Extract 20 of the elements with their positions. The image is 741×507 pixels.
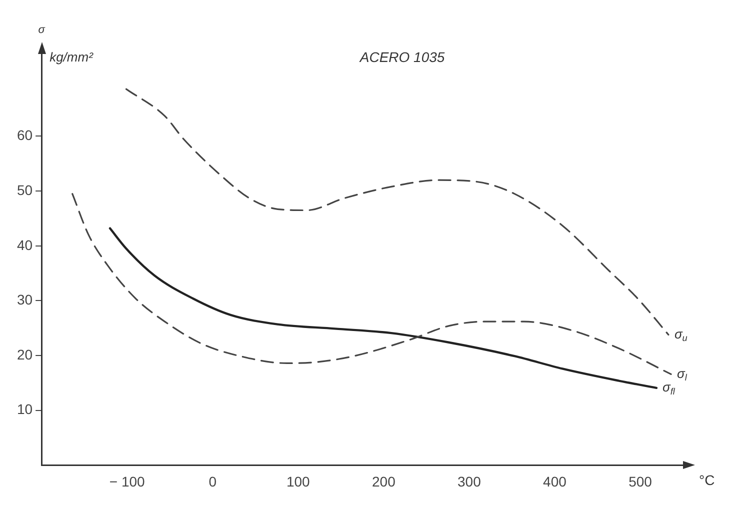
- x-axis-title: °C: [699, 472, 715, 488]
- y-tick-label: 20: [16, 346, 33, 362]
- y-axis-title: kg/mm²: [50, 50, 94, 65]
- y-tick-label: 30: [16, 292, 33, 308]
- line-series: [108, 227, 658, 389]
- x-tick-label: 0: [208, 473, 217, 490]
- y-tick-label: 10: [16, 401, 33, 418]
- y-tick-label: 60: [16, 127, 33, 144]
- text: σ: [38, 24, 46, 36]
- line-series: [72, 193, 672, 375]
- x-tick-label: 100: [286, 473, 310, 490]
- line-series: [125, 88, 670, 336]
- x-tick-label: 200: [372, 473, 396, 490]
- x-tick-label: 300: [458, 473, 482, 490]
- y-tick-label: 50: [16, 182, 33, 198]
- x-tick-label: 400: [543, 473, 567, 490]
- x-tick-label: 500: [628, 473, 652, 490]
- x-tick-label: − 100: [109, 473, 146, 490]
- chart-title: ACERO 1035: [358, 48, 445, 65]
- y-tick-label: 40: [16, 236, 33, 253]
